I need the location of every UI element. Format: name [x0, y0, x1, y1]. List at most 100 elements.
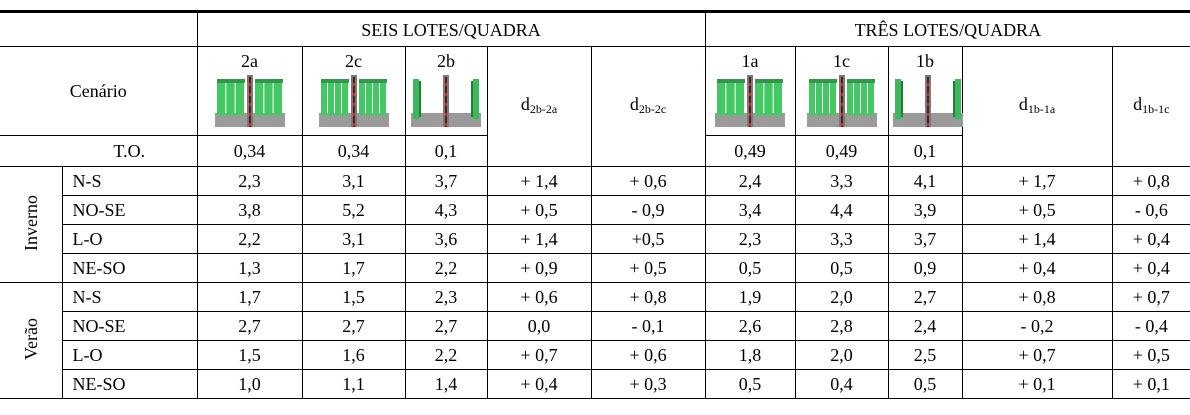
cell: 2,3 [196, 166, 303, 196]
scenario-illustration [411, 75, 481, 127]
cell: - 0,9 [590, 195, 706, 225]
column-header: d2b-2c [590, 46, 706, 167]
cell: 0,49 [704, 135, 796, 167]
data-row: NO-SE 2,7 2,7 2,7 0,0- 0,1 2,6 2,8 2,4- 0,2- 0,… [0, 311, 1190, 341]
column-label: 1a [741, 51, 759, 71]
cell: 2,7 [196, 311, 303, 341]
cell: 3,7 [404, 166, 488, 196]
cell: 2,5 [887, 340, 963, 370]
header-row: Cenário 2a 2c 2b d2b-2a d2b-2c 1a 1c 1b d1b-1a d1b… [0, 46, 1190, 167]
cell: 0,5 [704, 369, 796, 399]
column-header: 2a [196, 46, 303, 136]
cell: 4,1 [887, 166, 963, 196]
cell: + 1,7 [961, 166, 1113, 196]
row-label: NE-SO [61, 253, 198, 283]
cell: + 0,6 [590, 166, 706, 196]
cell: 2,0 [794, 340, 889, 370]
cell: - 0,1 [590, 311, 706, 341]
subscript: 1b-1a [1027, 102, 1056, 116]
data-row: NO-SE 3,8 5,2 4,3 + 0,5- 0,9 3,4 4,4 3,9 + 0,5- … [0, 195, 1190, 225]
symbol: d [520, 94, 530, 114]
column-header: 2c [301, 46, 406, 136]
cell: 1,8 [704, 340, 796, 370]
column-header: 1c [794, 46, 889, 136]
column-label: 2c [345, 51, 362, 71]
cell: 1,4 [404, 369, 488, 399]
subscript: 2b-2a [529, 102, 558, 116]
cell: + 0,8 [590, 282, 706, 312]
cell: 1,0 [196, 369, 303, 399]
cell: 2,7 [301, 311, 406, 341]
cell: + 1,4 [486, 166, 592, 196]
data-row: L-O 1,5 1,6 2,2 + 0,7 + 0,6 1,8 2,0 2,5 + 0,7 + 0,… [0, 340, 1190, 370]
column-header: 2b [404, 46, 488, 136]
cell: + 0,8 [1111, 166, 1190, 196]
cell: 4,4 [794, 195, 889, 225]
data-row: NE-SO 1,0 1,1 1,4 + 0,4 + 0,3 0,5 0,4 0,5 + 0,1 + … [0, 369, 1190, 399]
scenario-label: Cenário [0, 46, 198, 136]
column-header: 1a [704, 46, 796, 136]
cell: + 0,8 [961, 282, 1113, 312]
table-body: SEIS LOTES/QUADRA TRÊS LOTES/QUADRA Cenári… [0, 11, 1190, 399]
cell: 2,2 [404, 340, 488, 370]
symbol: d [1018, 94, 1028, 114]
column-label: 2b [437, 51, 455, 71]
data-row: NE-SO 1,3 1,7 2,2 + 0,9 + 0,5 0,5 0,5 0,9 + 0,4 + … [0, 253, 1190, 283]
cell: 0,5 [704, 253, 796, 283]
cell: 2,3 [704, 224, 796, 254]
row-label: L-O [61, 224, 198, 254]
cell: + 0,1 [1111, 369, 1190, 399]
cell: 0,34 [196, 135, 303, 167]
section-label-text: Verão [20, 317, 41, 360]
cell: - 0,4 [1111, 311, 1190, 341]
cell: 1,7 [196, 282, 303, 312]
column-label: 1b [916, 51, 935, 71]
cell: 0,1 [887, 135, 963, 167]
cell: 2,4 [887, 311, 963, 341]
row-label: N-S [61, 282, 198, 312]
row-label: T.O. [62, 135, 198, 167]
cell: + 0,6 [486, 282, 592, 312]
scenario-illustration [214, 75, 285, 127]
cell: + 0,7 [486, 340, 592, 370]
row-label: N-S [61, 166, 198, 196]
empty-cell [0, 135, 62, 167]
data-row: Inverno N-S 2,3 3,1 3,7 + 1,4 + 0,6 2,4 3,3 4,1 + … [0, 166, 1190, 283]
cell: + 0,5 [1111, 340, 1190, 370]
cell: - 0,2 [961, 311, 1113, 341]
occupancy-row: T.O. 0,34 0,34 0,1 0,49 0,49 0,1 [0, 135, 1190, 167]
cell: + 0,4 [961, 253, 1113, 283]
column-header: d2b-2a [486, 46, 592, 167]
cell: + 0,5 [961, 195, 1113, 225]
cell: 1,7 [301, 253, 406, 283]
cell: 3,1 [301, 224, 406, 254]
cell: + 1,4 [961, 224, 1113, 254]
cell: 0,49 [794, 135, 889, 167]
cell: 2,2 [196, 224, 303, 254]
cell: 3,9 [887, 195, 963, 225]
column-header: 1b [887, 46, 963, 136]
cell: 3,6 [404, 224, 488, 254]
cell: 2,4 [704, 166, 796, 196]
row-label: NO-SE [61, 311, 198, 341]
section-label-text: Inverno [20, 194, 41, 251]
column-label: 2a [241, 51, 258, 71]
subscript: 1b-1c [1142, 102, 1170, 116]
cell: 1,9 [704, 282, 796, 312]
column-header: d1b-1a [961, 46, 1113, 167]
cell: 1,1 [301, 369, 406, 399]
data-row: Verão N-S 1,7 1,5 2,3 + 0,6 + 0,8 1,9 2,0 2,7 + 0,… [0, 282, 1190, 399]
cell: 3,3 [794, 166, 889, 196]
cell: + 0,3 [590, 369, 706, 399]
cell: 3,1 [301, 166, 406, 196]
group-header: SEIS LOTES/QUADRA [196, 11, 706, 47]
scenario-illustration [892, 75, 963, 127]
cell: 0,0 [486, 311, 592, 341]
subscript: 2b-2c [638, 102, 667, 116]
results-table: SEIS LOTES/QUADRA TRÊS LOTES/QUADRA Cenári… [0, 10, 1190, 399]
cell: 0,5 [794, 253, 889, 283]
row-label: L-O [61, 340, 198, 370]
group-header: TRÊS LOTES/QUADRA [704, 11, 1190, 47]
cell: + 0,7 [1111, 282, 1190, 312]
cell: 1,5 [301, 282, 406, 312]
